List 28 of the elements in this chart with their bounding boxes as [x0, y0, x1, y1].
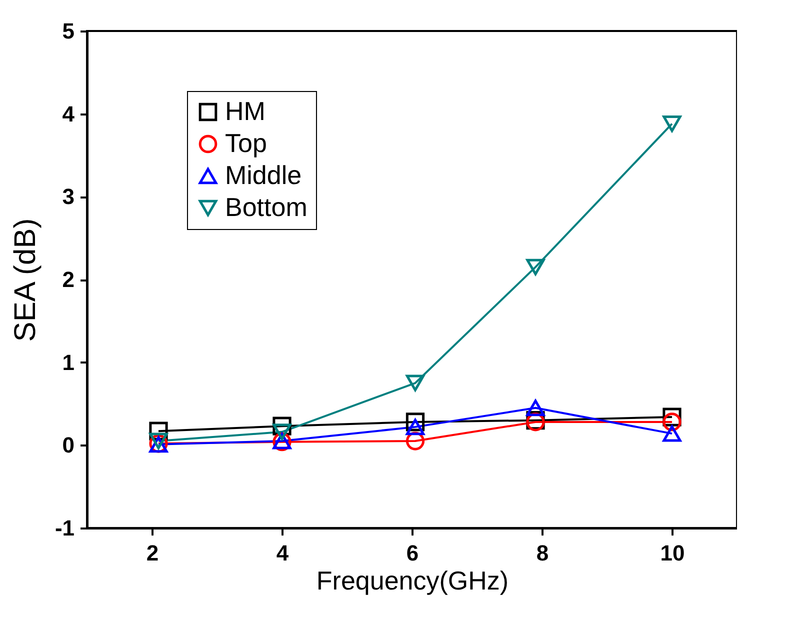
point	[662, 116, 682, 132]
point	[406, 374, 425, 392]
point	[526, 258, 545, 276]
x-tick-label: 2	[146, 540, 159, 566]
x-tick-label: 4	[276, 540, 290, 566]
point	[662, 412, 682, 432]
legend-label: Top	[225, 128, 267, 158]
legend-label: HM	[225, 96, 266, 126]
point	[272, 424, 292, 440]
y-tick-label: -1	[54, 516, 74, 540]
point	[406, 412, 425, 432]
point	[662, 425, 682, 442]
y-tick-label: 3	[62, 184, 74, 210]
y-tick-label: 5	[62, 18, 74, 44]
x-tick-label: 8	[536, 540, 549, 566]
y-tick-label: 2	[62, 267, 74, 292]
y-tick-label: 1	[62, 350, 74, 375]
y-tick-label: 0	[62, 432, 74, 458]
y-axis-title: SEA (dB)	[8, 218, 42, 342]
legend-label: Middle	[225, 160, 302, 190]
legend-label: Bottom	[225, 192, 308, 222]
x-tick-label: 10	[660, 540, 685, 566]
y-tick-label: 4	[62, 101, 76, 126]
x-axis-title: Frequency(GHz)	[316, 566, 509, 596]
point	[149, 432, 168, 450]
point	[406, 418, 425, 436]
point	[526, 400, 545, 416]
x-tick-label: 6	[406, 540, 419, 566]
